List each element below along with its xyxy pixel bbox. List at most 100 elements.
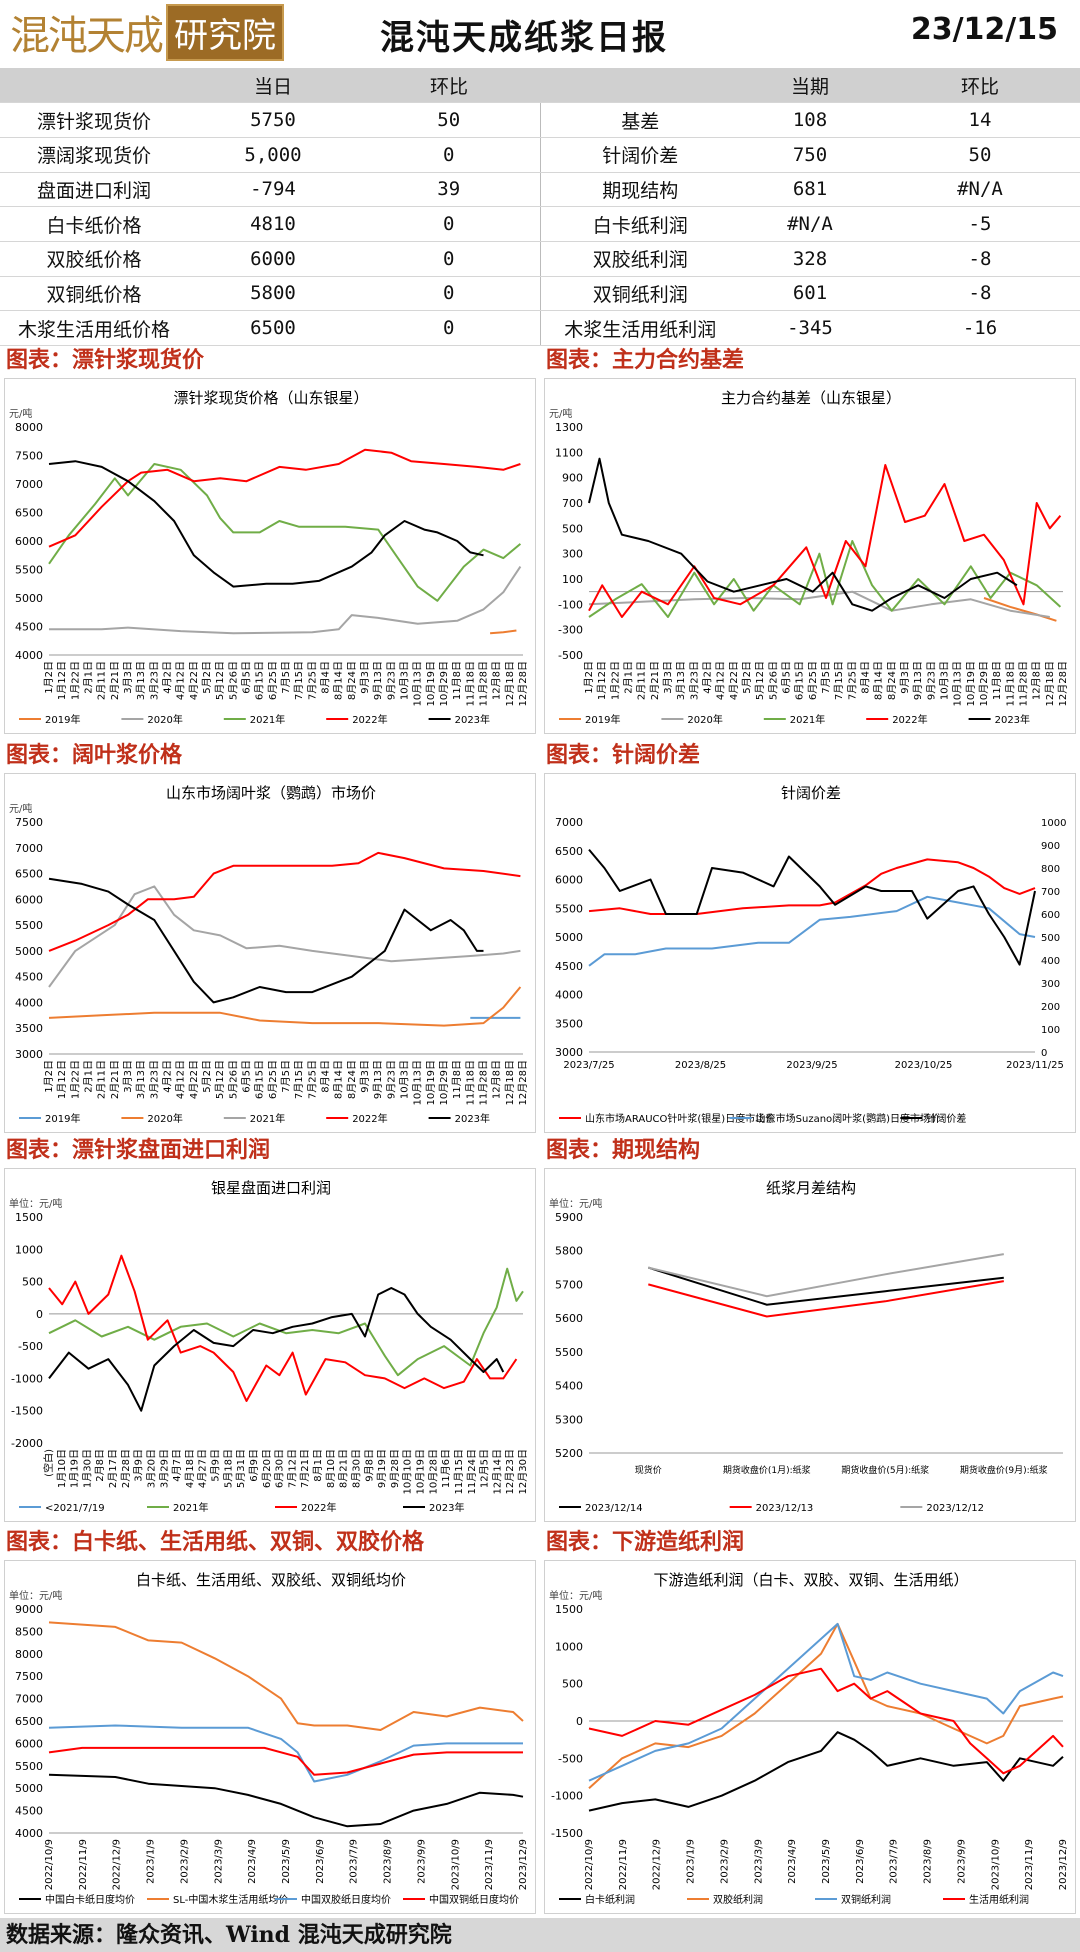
x-tick-label: 2月1日 bbox=[623, 661, 635, 694]
section-title-nbsk-spot: 图表：漂针浆现货价 bbox=[6, 347, 205, 373]
chart-panel-paper-profit: 下游造纸利润（白卡、双胶、双铜、生活用纸） 单位：元/吨 -1500 -1000 -50… bbox=[544, 1560, 1076, 1914]
y2-tick-label: 700 bbox=[1041, 887, 1060, 898]
y-tick-label: 5500 bbox=[555, 902, 583, 915]
legend-label: 中国双胶纸日度均价 bbox=[301, 1893, 391, 1906]
x-tick-label: 8月1日 bbox=[312, 1449, 324, 1482]
x-tick-label: 2022/10/9 bbox=[584, 1839, 595, 1890]
y-tick-label: -1500 bbox=[551, 1827, 583, 1840]
y2-tick-label: 900 bbox=[1041, 841, 1060, 852]
x-tick-label: 2月1日 bbox=[83, 661, 95, 694]
y-tick-label: 0 bbox=[36, 1308, 43, 1321]
table-cell-r-label: 白卡纸利润 bbox=[540, 206, 740, 242]
table-cell-r-v1: 108 bbox=[740, 102, 880, 138]
x-tick-label: 2023/11/25 bbox=[1006, 1060, 1064, 1071]
x-tick-label: 10月28日 bbox=[427, 1449, 439, 1494]
x-tick-label: 3月23日 bbox=[688, 661, 700, 700]
legend-label: 2021年 bbox=[250, 1112, 285, 1125]
x-tick-label: 1月10日 bbox=[56, 1449, 68, 1488]
y-tick-label: 1500 bbox=[555, 1603, 583, 1616]
series-line bbox=[588, 858, 1036, 915]
x-tick-label: 9月3日 bbox=[359, 661, 371, 694]
legend-label: 2020年 bbox=[147, 1112, 182, 1125]
series-line bbox=[48, 1287, 505, 1412]
table-cell-l-label: 木浆生活用纸价格 bbox=[0, 310, 188, 346]
x-tick-label: 4月12日 bbox=[175, 1060, 187, 1099]
x-tick-label: 2023/5/9 bbox=[821, 1839, 832, 1884]
table-cell-r-label: 双胶纸利润 bbox=[540, 241, 740, 277]
x-tick-label: 2023/12/9 bbox=[518, 1839, 529, 1890]
x-tick-label: 3月9日 bbox=[133, 1449, 145, 1482]
y-tick-label: 4000 bbox=[15, 1827, 43, 1840]
series-line bbox=[490, 629, 517, 635]
series-line bbox=[588, 848, 1036, 966]
x-tick-label: 7月25日 bbox=[306, 1060, 318, 1099]
x-tick-label: 7月15日 bbox=[293, 661, 305, 700]
chart-panel-spread: 针阔价差 3000 3500 4000 4500 5000 5500 6000 6500 7000… bbox=[544, 773, 1076, 1133]
y-tick-label: 5300 bbox=[555, 1413, 583, 1426]
table-row: 漂阔浆现货价 5,000 0 针阔价差 750 50 bbox=[0, 137, 1080, 173]
x-tick-label: 2023/4/9 bbox=[787, 1839, 798, 1884]
series-line bbox=[48, 448, 521, 548]
x-tick-label: 2月21日 bbox=[649, 661, 661, 700]
x-tick-label: 2月28日 bbox=[120, 1449, 132, 1488]
x-tick-label: 11月18日 bbox=[464, 1060, 476, 1105]
series-line bbox=[49, 566, 522, 635]
x-tick-label: 9月28日 bbox=[389, 1449, 401, 1488]
chart-unit-label: 单位：元/吨 bbox=[9, 1197, 62, 1210]
x-tick-label: 6月5日 bbox=[781, 661, 793, 694]
company-logo: 混沌天成 研究院 bbox=[10, 3, 284, 61]
y-tick-label: 4000 bbox=[555, 989, 583, 1002]
x-tick-label: 2023/3/9 bbox=[213, 1839, 224, 1884]
y-tick-label: 6500 bbox=[15, 1715, 43, 1728]
x-tick-label: 2023/6/9 bbox=[855, 1839, 866, 1884]
y-tick-label: 3000 bbox=[15, 1048, 43, 1061]
table-cell-r-v2: 14 bbox=[880, 102, 1080, 138]
header-cell: 当日 bbox=[188, 68, 358, 104]
y-tick-label: -500 bbox=[18, 1340, 43, 1353]
y-tick-label: 7000 bbox=[15, 1693, 43, 1706]
x-tick-label: 6月20日 bbox=[261, 1449, 273, 1488]
data-source-footer: 数据来源：隆众资讯、Wind 混沌天成研究院 bbox=[0, 1918, 1080, 1952]
legend-label: 2023/12/13 bbox=[756, 1503, 814, 1514]
x-tick-label: 12月28日 bbox=[517, 661, 529, 706]
x-tick-label: 3月13日 bbox=[135, 661, 147, 700]
y-tick-label: 900 bbox=[562, 472, 583, 485]
x-tick-label: 6月25日 bbox=[267, 661, 279, 700]
x-tick-label: 5月31日 bbox=[235, 1449, 247, 1488]
table-row: 盘面进口利润 -794 39 期现结构 681 #N/A bbox=[0, 172, 1080, 208]
x-tick-label: 9月3日 bbox=[359, 1060, 371, 1093]
x-tick-label: 1月2日 bbox=[583, 661, 595, 694]
table-cell-l-v1: -794 bbox=[188, 172, 358, 208]
y-tick-label: -1500 bbox=[11, 1405, 43, 1418]
table-cell-l-v2: 39 bbox=[358, 172, 541, 208]
legend-label: SL-中国木浆生活用纸均价 bbox=[173, 1893, 288, 1906]
x-tick-label: 2月11日 bbox=[636, 661, 648, 700]
legend-label: 中国白卡纸日度均价 bbox=[45, 1893, 135, 1906]
series-line bbox=[648, 1280, 1004, 1318]
x-tick-label: 4月2日 bbox=[162, 1060, 174, 1093]
x-tick-label: 1月22日 bbox=[69, 661, 81, 700]
x-tick-label: 2023/8/25 bbox=[675, 1060, 726, 1071]
report-date: 23/12/15 bbox=[910, 12, 1058, 47]
x-tick-label: 12月23日 bbox=[504, 1449, 516, 1494]
y-tick-label: 4000 bbox=[15, 996, 43, 1009]
y-tick-label: 5500 bbox=[15, 919, 43, 932]
x-tick-label: 12月8日 bbox=[491, 661, 503, 700]
series-line bbox=[588, 1731, 1064, 1812]
x-tick-label: 2023/7/9 bbox=[349, 1839, 360, 1884]
y-tick-label: 6000 bbox=[15, 893, 43, 906]
legend-label: 中国双铜纸日度均价 bbox=[429, 1893, 519, 1906]
y-tick-label: 3500 bbox=[15, 1022, 43, 1035]
chart-title: 针阔价差 bbox=[781, 784, 841, 802]
x-tick-label: 12月28日 bbox=[517, 1060, 529, 1105]
x-tick-label: 8月14日 bbox=[333, 1060, 345, 1099]
chart-nbsk-spot: 漂针浆现货价格（山东银星） 元/吨 4000 4500 5000 5500 6000 6500… bbox=[9, 389, 529, 726]
chart-title: 漂针浆现货价格（山东银星） bbox=[173, 389, 368, 407]
legend-label: 2023年 bbox=[455, 1112, 490, 1125]
x-tick-label: 1月22日 bbox=[609, 661, 621, 700]
x-tick-label: 11月8日 bbox=[991, 661, 1003, 700]
chart-title: 纸浆月差结构 bbox=[766, 1179, 856, 1197]
x-tick-label: 4月18日 bbox=[184, 1449, 196, 1488]
y-tick-label: 1000 bbox=[555, 1640, 583, 1653]
